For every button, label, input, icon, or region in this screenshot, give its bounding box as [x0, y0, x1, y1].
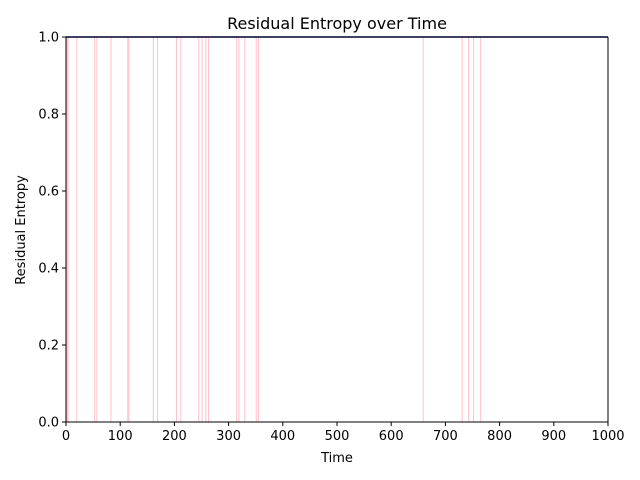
x-tick-label: 900: [541, 429, 566, 444]
y-tick-label: 1.0: [38, 31, 59, 46]
x-tick-label: 300: [216, 429, 241, 444]
x-tick-label: 400: [270, 429, 295, 444]
x-tick-label: 500: [325, 429, 350, 444]
y-tick-label: 0.4: [38, 262, 59, 277]
x-tick-label: 1000: [591, 429, 624, 444]
y-tick-label: 0.8: [38, 108, 59, 123]
y-tick-label: 0.2: [38, 339, 59, 354]
x-tick-label: 0: [62, 429, 70, 444]
x-axis-label: Time: [320, 451, 353, 466]
axes: 0 100 200 300 400 500 600 700 800 900 1000 0.0 0.2 0.…: [38, 31, 624, 445]
x-tick-label: 700: [433, 429, 458, 444]
x-tick-label: 100: [108, 429, 133, 444]
y-tick-label: 0.0: [38, 416, 59, 431]
chart-title: Residual Entropy over Time: [227, 14, 447, 33]
x-tick-label: 800: [487, 429, 512, 444]
x-tick-label: 200: [162, 429, 187, 444]
y-tick-label: 0.6: [38, 185, 59, 200]
event-markers: [66, 37, 482, 422]
y-axis-label: Residual Entropy: [14, 175, 29, 285]
x-tick-label: 600: [379, 429, 404, 444]
